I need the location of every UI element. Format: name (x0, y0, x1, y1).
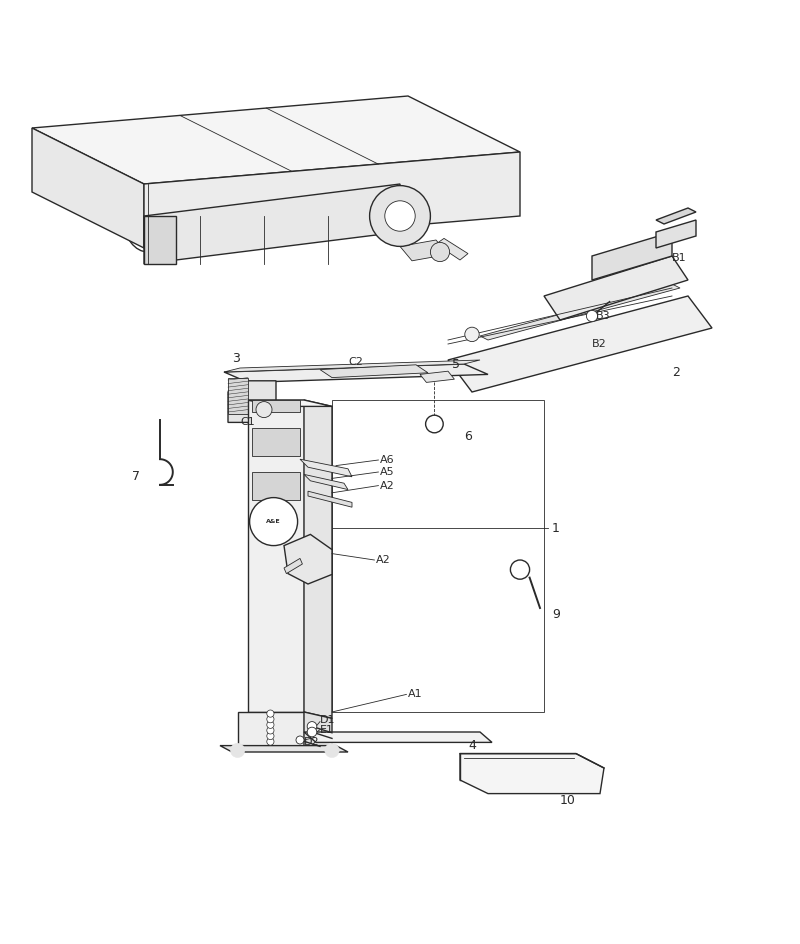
Text: B3: B3 (596, 311, 610, 321)
Polygon shape (304, 400, 332, 718)
Polygon shape (32, 96, 520, 184)
Text: B1: B1 (672, 253, 686, 262)
Polygon shape (300, 459, 352, 477)
Circle shape (465, 328, 479, 342)
Polygon shape (420, 371, 454, 382)
Circle shape (296, 736, 304, 744)
Polygon shape (304, 712, 332, 752)
Text: 3: 3 (232, 352, 240, 365)
Text: C1: C1 (240, 416, 254, 427)
Polygon shape (400, 240, 448, 261)
Polygon shape (228, 380, 276, 422)
Polygon shape (228, 378, 248, 414)
Text: A5: A5 (380, 467, 394, 477)
Polygon shape (480, 284, 680, 340)
Text: B2: B2 (592, 339, 606, 349)
Polygon shape (224, 364, 488, 382)
Circle shape (267, 733, 274, 739)
Circle shape (430, 243, 450, 261)
Circle shape (426, 415, 443, 432)
Circle shape (267, 710, 274, 717)
Polygon shape (252, 400, 300, 412)
Circle shape (586, 311, 598, 322)
Circle shape (267, 716, 274, 723)
Polygon shape (220, 746, 348, 752)
Text: A&E: A&E (266, 519, 281, 524)
Text: 4: 4 (468, 739, 476, 752)
Polygon shape (252, 428, 300, 456)
Polygon shape (320, 364, 428, 378)
Polygon shape (224, 360, 480, 372)
Polygon shape (144, 216, 176, 264)
Polygon shape (238, 712, 304, 746)
Circle shape (385, 201, 415, 231)
Text: A6: A6 (380, 455, 394, 465)
Text: D2: D2 (304, 736, 320, 747)
Text: 6: 6 (464, 430, 472, 443)
Text: 1: 1 (552, 521, 560, 534)
Text: A2: A2 (380, 480, 394, 491)
Polygon shape (32, 128, 144, 248)
Polygon shape (460, 753, 604, 794)
Polygon shape (252, 472, 300, 500)
Text: 9: 9 (552, 608, 560, 621)
Circle shape (370, 186, 430, 246)
Polygon shape (248, 400, 304, 712)
Polygon shape (448, 296, 712, 392)
Text: A1: A1 (408, 689, 422, 700)
Polygon shape (284, 559, 302, 574)
Circle shape (250, 497, 298, 546)
Circle shape (267, 738, 274, 745)
Text: 2: 2 (672, 365, 680, 379)
Polygon shape (304, 475, 348, 490)
Polygon shape (308, 491, 352, 507)
Circle shape (307, 721, 317, 732)
Text: C2: C2 (348, 357, 363, 366)
Circle shape (267, 721, 274, 729)
Polygon shape (144, 184, 400, 264)
Text: D1: D1 (320, 715, 335, 725)
Circle shape (325, 743, 339, 758)
Polygon shape (656, 208, 696, 224)
Circle shape (510, 560, 530, 580)
Text: 7: 7 (132, 469, 140, 482)
Polygon shape (656, 220, 696, 248)
Text: 10: 10 (560, 794, 576, 806)
Text: E1: E1 (320, 725, 334, 735)
Polygon shape (144, 152, 520, 248)
Polygon shape (304, 732, 492, 742)
Polygon shape (592, 232, 672, 280)
Text: A2: A2 (376, 555, 390, 565)
Circle shape (256, 401, 272, 417)
Polygon shape (284, 534, 332, 584)
Polygon shape (544, 256, 688, 320)
Polygon shape (248, 400, 332, 407)
Circle shape (267, 727, 274, 734)
Circle shape (307, 727, 317, 737)
Circle shape (230, 743, 245, 758)
Text: 5: 5 (452, 359, 460, 371)
Polygon shape (436, 239, 468, 260)
